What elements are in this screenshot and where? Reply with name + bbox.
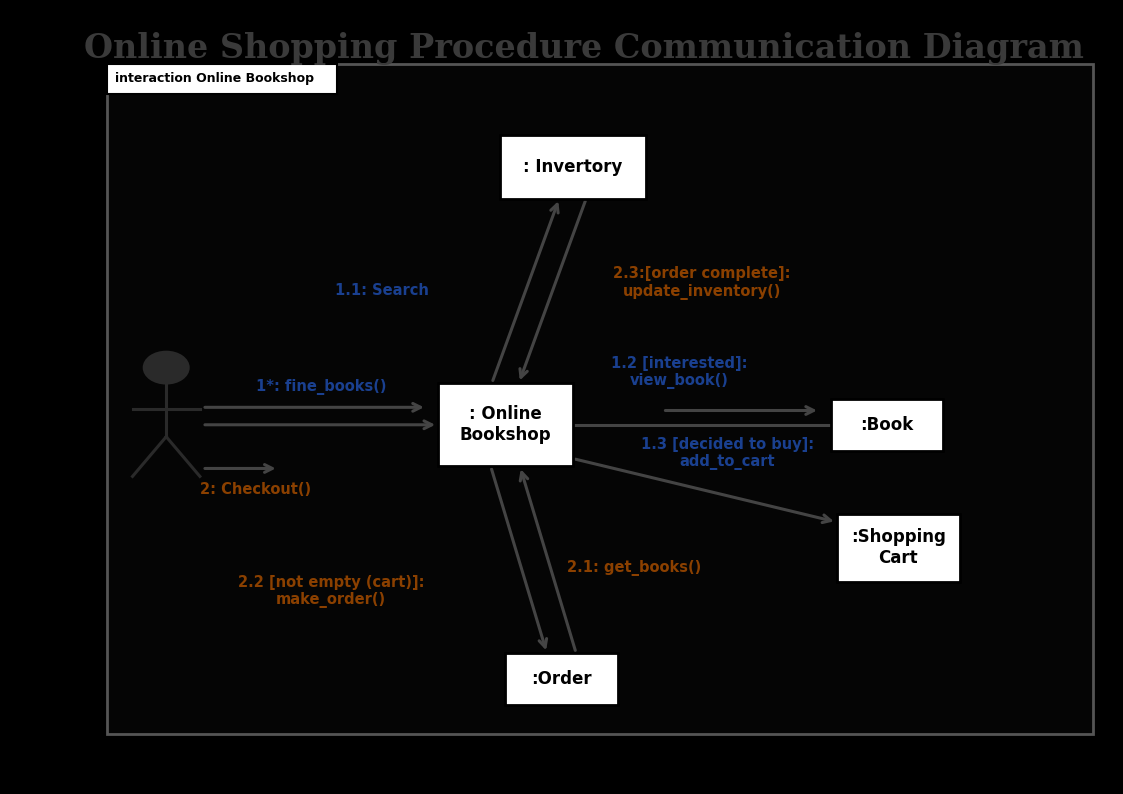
Text: 1*: fine_books(): 1*: fine_books(): [256, 379, 387, 395]
Text: : Invertory: : Invertory: [523, 158, 622, 175]
Text: 2: Checkout(): 2: Checkout(): [200, 482, 311, 497]
Text: 2.2 [not empty (cart)]:
make_order(): 2.2 [not empty (cart)]: make_order(): [238, 575, 424, 608]
Bar: [831, 399, 943, 451]
Text: : Online
Bookshop: : Online Bookshop: [459, 406, 551, 444]
Circle shape: [144, 352, 189, 384]
Bar: [107, 64, 1093, 734]
Text: 2.1: get_books(): 2.1: get_books(): [567, 560, 702, 576]
Text: 1.2 [interested]:
view_book(): 1.2 [interested]: view_book(): [611, 356, 748, 389]
Text: :Order: :Order: [531, 670, 592, 688]
Text: 2.3:[order complete]:
update_inventory(): 2.3:[order complete]: update_inventory(): [613, 266, 791, 299]
Bar: [505, 653, 618, 705]
Text: 1.3 [decided to buy]:
add_to_cart: 1.3 [decided to buy]: add_to_cart: [640, 437, 814, 470]
Text: :Book: :Book: [860, 416, 914, 434]
Bar: [500, 135, 646, 198]
Bar: [107, 64, 337, 94]
Text: interaction Online Bookshop: interaction Online Bookshop: [115, 72, 313, 85]
Text: 1.1: Search: 1.1: Search: [335, 283, 429, 299]
Text: :Shopping
Cart: :Shopping Cart: [851, 529, 946, 567]
Bar: [438, 383, 573, 466]
Bar: [837, 515, 960, 581]
Text: Online Shopping Procedure Communication Diagram: Online Shopping Procedure Communication …: [84, 32, 1084, 65]
